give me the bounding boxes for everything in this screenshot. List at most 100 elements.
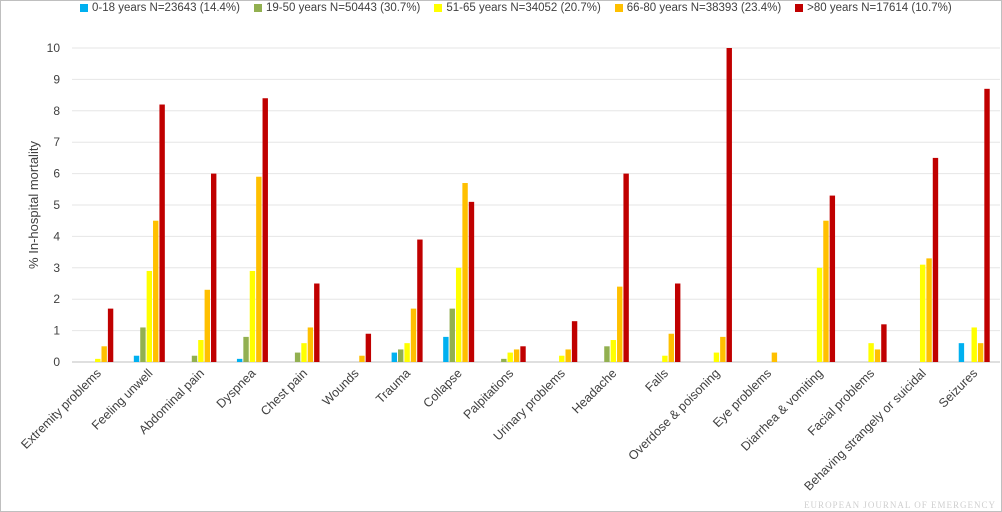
x-tick-label: Falls	[642, 366, 671, 395]
x-tick-label: Palpitations	[461, 366, 517, 422]
bar	[984, 88, 990, 362]
bar	[507, 352, 513, 362]
legend-swatch-66-80	[614, 4, 623, 12]
bar	[133, 355, 140, 362]
y-tick-label: 1	[53, 324, 60, 338]
bar	[398, 349, 404, 362]
bar	[610, 340, 617, 362]
bar	[146, 270, 153, 362]
x-tick-label: Overdose & poisoning	[626, 366, 723, 463]
bar	[571, 321, 578, 362]
legend-label-0-18: 0-18 years N=23643 (14.4%)	[92, 2, 240, 14]
bar	[720, 336, 726, 362]
bar	[455, 267, 462, 362]
bar	[559, 355, 565, 362]
bar	[932, 157, 939, 362]
bar	[713, 352, 720, 362]
bar	[513, 349, 520, 362]
bar	[249, 270, 256, 362]
legend-label-19-50: 19-50 years N=50443 (30.7%)	[266, 2, 421, 14]
bar	[307, 327, 314, 362]
bar	[623, 173, 629, 362]
bar	[881, 324, 887, 362]
x-tick-label: Wounds	[320, 366, 362, 408]
bar	[204, 289, 210, 362]
bar	[107, 308, 114, 362]
bar	[617, 286, 623, 362]
bar	[726, 48, 732, 362]
bar	[243, 336, 249, 362]
bar	[262, 98, 268, 363]
y-tick-label: 10	[47, 41, 61, 55]
bar	[449, 308, 455, 362]
bar	[668, 333, 674, 362]
bar	[417, 239, 423, 362]
x-tick-label: Headache	[569, 366, 619, 416]
bar	[565, 349, 571, 362]
x-tick-label: Dyspnea	[214, 366, 259, 411]
legend-item-51-65: 51-65 years N=34052 (20.7%)	[434, 1, 601, 15]
bar	[404, 343, 410, 362]
x-tick-label: Trauma	[373, 366, 413, 406]
bar	[868, 343, 874, 362]
bar	[301, 343, 307, 362]
bar	[604, 346, 610, 362]
chart-legend: 0-18 years N=23643 (14.4%) 19-50 years N…	[80, 1, 952, 15]
bar	[662, 355, 668, 362]
legend-swatch-over-80	[795, 4, 804, 12]
bar	[468, 201, 475, 362]
y-tick-label: 0	[53, 355, 60, 369]
bar	[410, 308, 417, 362]
bar	[462, 183, 468, 362]
bars	[95, 48, 990, 363]
bar	[294, 352, 301, 362]
bar	[443, 336, 449, 362]
bar	[771, 352, 778, 362]
y-tick-label: 7	[53, 135, 60, 149]
bar	[823, 220, 829, 362]
bar	[391, 352, 398, 362]
y-tick-label: 9	[53, 72, 60, 86]
bar	[919, 264, 926, 362]
journal-watermark: EUROPEAN JOURNAL OF EMERGENCY	[804, 500, 996, 510]
legend-item-0-18: 0-18 years N=23643 (14.4%)	[80, 1, 240, 15]
legend-swatch-0-18	[80, 4, 88, 12]
bar	[958, 343, 965, 362]
legend-item-over-80: >80 years N=17614 (10.7%)	[795, 1, 952, 15]
legend-label-66-80: 66-80 years N=38393 (23.4%)	[626, 2, 782, 14]
legend-swatch-51-65	[434, 4, 443, 12]
bar	[159, 104, 165, 363]
x-tick-label: Seizures	[936, 366, 980, 410]
bar	[314, 283, 320, 362]
bar	[829, 195, 836, 362]
bar	[101, 346, 107, 362]
bar	[140, 327, 146, 362]
bar	[153, 220, 159, 362]
y-tick-label: 3	[53, 261, 60, 275]
y-tick-label: 2	[53, 292, 60, 306]
x-tick-label: Chest pain	[258, 366, 310, 418]
legend-swatch-19-50	[254, 4, 262, 12]
bar	[191, 355, 198, 362]
bar	[359, 355, 365, 362]
bar	[816, 267, 823, 362]
bar	[501, 358, 507, 362]
bar	[210, 173, 217, 362]
y-axis-label: % In-hospital mortality	[26, 141, 41, 269]
bar	[874, 349, 881, 362]
bar	[674, 283, 681, 362]
y-tick-label: 4	[53, 229, 60, 243]
bar	[520, 346, 526, 362]
y-tick-label: 8	[53, 104, 60, 118]
legend-item-66-80: 66-80 years N=38393 (23.4%)	[614, 1, 782, 15]
bar	[977, 343, 984, 362]
bar	[95, 358, 101, 362]
y-tick-label: 6	[53, 167, 60, 181]
bar	[365, 333, 372, 362]
legend-item-19-50: 19-50 years N=50443 (30.7%)	[254, 1, 420, 15]
x-tick-label: Collapse	[421, 366, 465, 410]
bar	[198, 340, 204, 362]
x-tick-label: Extremity problems	[18, 366, 104, 452]
